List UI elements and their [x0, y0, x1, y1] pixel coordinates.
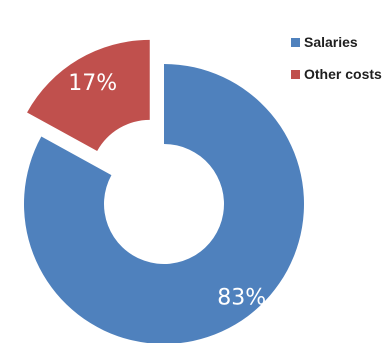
legend-item-other-costs: Other costs	[291, 65, 391, 83]
legend-item-salaries: Salaries	[291, 33, 391, 51]
slice-other-costs	[27, 39, 150, 151]
legend-label-other-costs: Other costs	[304, 66, 382, 82]
legend-swatch-other-costs	[291, 69, 300, 79]
legend-label-salaries: Salaries	[304, 34, 358, 50]
slice-salaries	[24, 64, 304, 343]
slice-labels: 83% 17%	[68, 71, 266, 311]
slice-label-other-costs: 17%	[68, 71, 117, 96]
donut-slices	[24, 39, 304, 343]
chart-legend: Salaries Other costs	[291, 33, 391, 97]
legend-swatch-salaries	[291, 37, 300, 47]
slice-label-salaries: 83%	[217, 286, 266, 311]
